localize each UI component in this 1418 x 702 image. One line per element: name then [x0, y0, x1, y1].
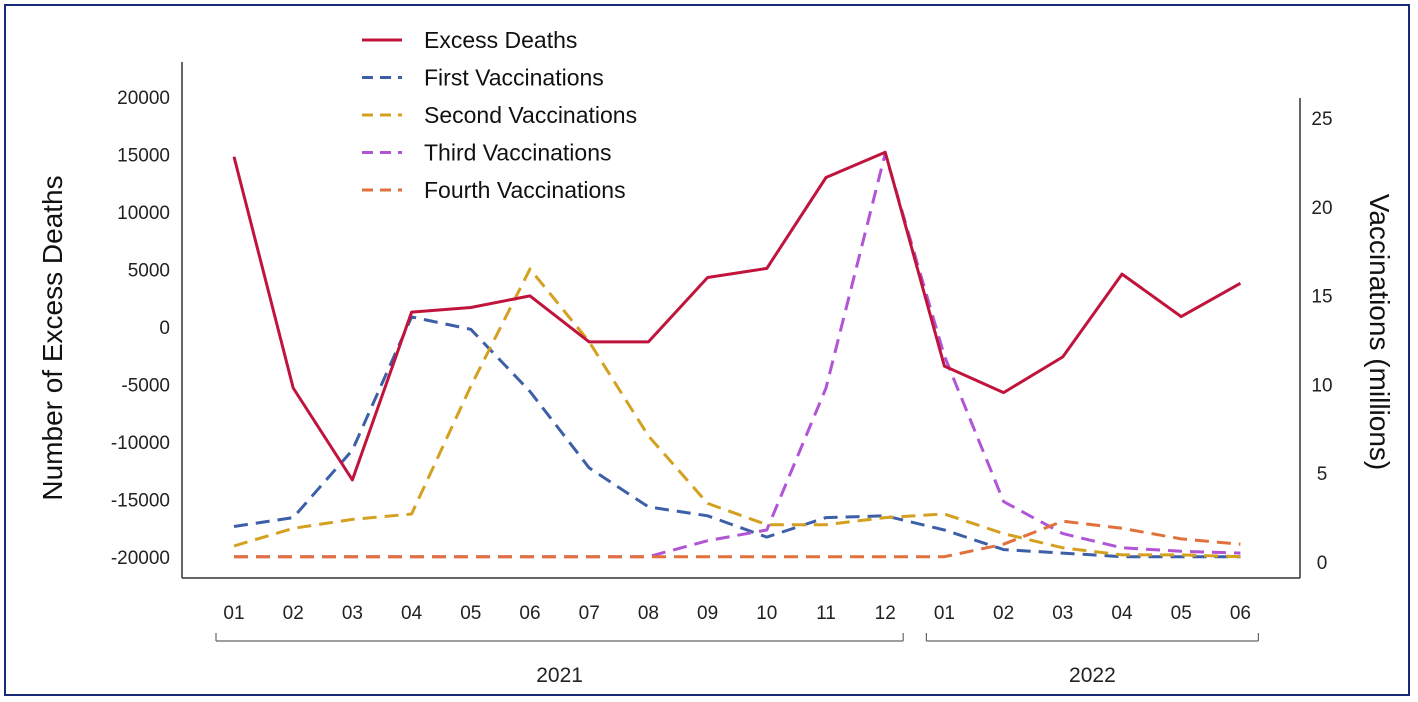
right-y-tick-label: 20 — [1311, 198, 1332, 219]
x-tick-label: 11 — [816, 603, 836, 624]
x-tick-label: 10 — [756, 603, 777, 624]
legend-label: Third Vaccinations — [424, 140, 612, 166]
legend-item: First Vaccinations — [362, 65, 604, 91]
right-y-tick-label: 15 — [1311, 287, 1332, 308]
left-y-tick-label: 15000 — [117, 146, 170, 167]
series-line-excess-deaths — [232, 150, 1242, 482]
left-y-tick-label: 10000 — [117, 203, 170, 224]
year-label: 2021 — [536, 664, 583, 687]
series-line-second-vaccinations — [233, 267, 1241, 559]
x-tick-label: 09 — [697, 603, 718, 624]
axes — [181, 62, 1301, 579]
left-y-tick-label: -5000 — [121, 376, 170, 397]
x-tick-label: 05 — [460, 603, 481, 624]
year-group-bracket: 2022 — [925, 633, 1260, 687]
right-y-tick-label: 5 — [1317, 464, 1328, 485]
x-tick-label: 03 — [342, 603, 363, 624]
legend-item: Third Vaccinations — [362, 140, 612, 166]
right-y-ticks: 25 20 15 10 5 0 — [1311, 109, 1332, 574]
right-y-tick-label: 25 — [1311, 109, 1332, 130]
right-y-tick-label: 10 — [1311, 375, 1332, 396]
legend-label: First Vaccinations — [424, 65, 604, 91]
series-line-third-vaccinations — [234, 152, 1241, 559]
left-y-tick-label: -15000 — [111, 491, 170, 512]
left-y-tick-label: -10000 — [111, 433, 170, 454]
legend-label: Excess Deaths — [424, 27, 577, 53]
left-y-tick-label: 0 — [159, 318, 170, 339]
legend-label: Fourth Vaccinations — [424, 177, 626, 203]
series-lines — [232, 150, 1242, 559]
series-line-first-vaccinations — [233, 315, 1241, 559]
x-tick-label: 01 — [934, 603, 955, 624]
x-ticks: 01 02 03 04 05 06 07 08 09 10 11 12 01 02 03 04 05 06 — [223, 603, 1251, 624]
x-tick-label: 05 — [1171, 603, 1192, 624]
legend: Excess Deaths First Vaccinations Second Va… — [362, 27, 637, 203]
x-tick-label: 01 — [223, 603, 244, 624]
right-axis-title: Vaccinations (millions) — [1364, 194, 1395, 470]
legend-item: Second Vaccinations — [362, 102, 637, 128]
left-axis-title: Number of Excess Deaths — [37, 175, 68, 500]
x-tick-label: 02 — [283, 603, 304, 624]
x-tick-label: 06 — [1230, 603, 1251, 624]
series-line-fourth-vaccinations — [234, 519, 1241, 559]
left-y-tick-label: 20000 — [117, 88, 170, 109]
x-tick-label: 04 — [1111, 603, 1133, 624]
x-tick-label: 03 — [1052, 603, 1073, 624]
legend-item: Fourth Vaccinations — [362, 177, 626, 203]
legend-label: Second Vaccinations — [424, 102, 637, 128]
right-y-tick-label: 0 — [1317, 553, 1328, 574]
x-tick-label: 07 — [579, 603, 600, 624]
chart-border — [4, 4, 1410, 696]
year-label: 2022 — [1069, 664, 1116, 687]
left-y-ticks: 20000 15000 10000 5000 0 -5000 -10000 -15000 -20… — [111, 88, 170, 569]
left-y-tick-label: 5000 — [128, 261, 170, 282]
year-group-bracket: 2021 — [215, 633, 904, 687]
x-tick-label: 06 — [519, 603, 540, 624]
legend-item: Excess Deaths — [362, 27, 577, 53]
left-y-tick-label: -20000 — [111, 548, 170, 569]
x-tick-label: 08 — [638, 603, 659, 624]
x-tick-label: 12 — [875, 603, 896, 624]
year-groups: 2021 2022 — [215, 633, 1260, 687]
x-tick-label: 04 — [401, 603, 423, 624]
x-tick-label: 02 — [993, 603, 1014, 624]
